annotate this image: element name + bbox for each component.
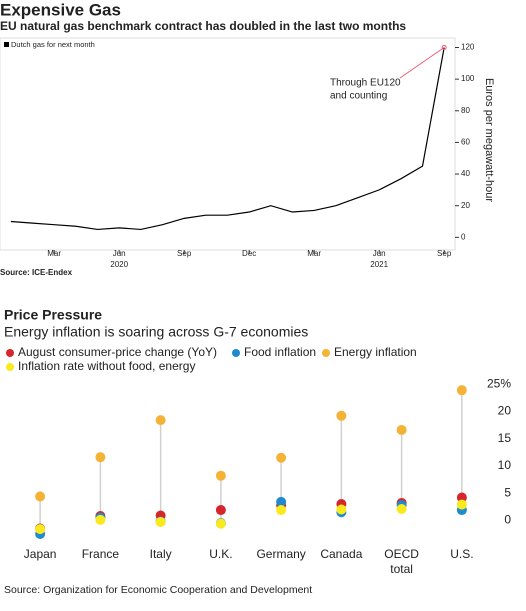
- legend-label: Dutch gas for next month: [11, 40, 95, 49]
- dot: [336, 410, 347, 421]
- x-tick-label: Dec: [242, 249, 256, 258]
- legend-marker: [6, 349, 14, 357]
- dot: [215, 505, 226, 516]
- dot: [35, 491, 46, 502]
- x-year-label: 2020: [110, 260, 128, 269]
- dot: [215, 470, 226, 481]
- x-tick-label: Jun: [113, 249, 126, 258]
- legend-label: Food inflation: [244, 345, 316, 359]
- y-tick-label: 120: [461, 43, 475, 52]
- dot: [456, 492, 467, 503]
- legend-label: Energy inflation: [334, 345, 417, 359]
- dot: [95, 452, 106, 463]
- y-tick-label: 0: [504, 513, 511, 527]
- dot: [95, 514, 106, 525]
- annotation-dot: [441, 44, 447, 50]
- dot: [456, 385, 467, 396]
- dot: [155, 517, 166, 528]
- chart-title: Expensive Gas: [0, 0, 121, 19]
- y-tick-label: 20: [461, 201, 470, 210]
- annotation-leader: [399, 47, 445, 79]
- legend-label: Inflation rate without food, energy: [18, 359, 195, 373]
- x-tick-label: OECD total: [384, 547, 419, 576]
- dot: [396, 503, 407, 514]
- y-tick-label: 25%: [487, 376, 511, 390]
- y-axis-label: Euros per megawatt-hour: [483, 78, 495, 202]
- dot: [336, 504, 347, 515]
- y-tick-label: 100: [461, 74, 475, 83]
- x-year-label: 2021: [370, 260, 388, 269]
- legend-marker: [322, 349, 330, 357]
- chart-subtitle: Energy inflation is soaring across G-7 e…: [4, 324, 308, 340]
- chart-subtitle: EU natural gas benchmark contract has do…: [0, 19, 406, 33]
- dot: [215, 518, 226, 529]
- source: Source: Organization for Economic Cooper…: [4, 584, 312, 596]
- x-tick-label: U.K.: [209, 547, 232, 561]
- chart-title: Price Pressure: [4, 307, 102, 323]
- dot: [276, 505, 287, 516]
- legend-label: August consumer-price change (YoY): [18, 345, 217, 359]
- dot: [276, 452, 287, 463]
- x-tick-label: Sep: [437, 249, 452, 258]
- x-tick-label: Italy: [150, 547, 172, 561]
- x-tick-label: Mar: [307, 249, 321, 258]
- x-tick-label: U.S.: [450, 547, 473, 561]
- x-tick-label: France: [82, 547, 120, 561]
- annotation: and counting: [330, 91, 387, 102]
- x-tick-label: Jun: [373, 249, 386, 258]
- dot: [276, 496, 287, 507]
- y-tick-label: 40: [461, 169, 470, 178]
- price-line: [10, 47, 445, 231]
- x-tick-label: Canada: [320, 547, 362, 561]
- x-tick-label: Sep: [177, 249, 192, 258]
- y-tick-label: 80: [461, 106, 470, 115]
- y-tick-label: 60: [461, 138, 470, 147]
- dot: [456, 499, 467, 510]
- x-tick-label: Germany: [256, 547, 305, 561]
- plot-frame: [0, 37, 456, 251]
- dot: [396, 424, 407, 435]
- dot: [155, 415, 166, 426]
- source: Source: ICE-Endex: [0, 268, 73, 277]
- y-tick-label: 5: [504, 485, 511, 499]
- y-tick-label: 15: [498, 431, 512, 445]
- legend-swatch: [4, 42, 9, 47]
- y-tick-label: 0: [461, 232, 466, 241]
- y-tick-label: 10: [498, 458, 512, 472]
- legend-marker: [232, 349, 240, 357]
- x-tick-label: Japan: [24, 547, 57, 561]
- x-tick-label: Mar: [47, 249, 61, 258]
- annotation: Through EU120: [330, 78, 401, 89]
- legend-marker: [6, 363, 14, 371]
- y-tick-label: 20: [498, 404, 512, 418]
- dot: [35, 524, 46, 535]
